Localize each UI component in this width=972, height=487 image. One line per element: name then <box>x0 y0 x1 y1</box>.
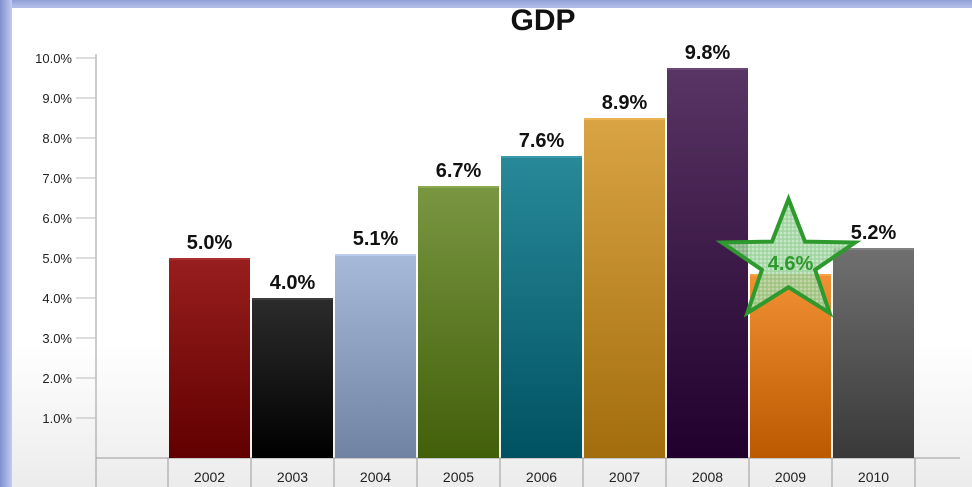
bar-2006 <box>501 156 582 458</box>
x-tick-label: 2010 <box>858 469 889 485</box>
y-tick-label: 7.0% <box>42 171 72 186</box>
bar-top-edge <box>169 258 250 260</box>
y-tick-label: 1.0% <box>42 411 72 426</box>
bar-2004 <box>335 254 416 458</box>
x-tick-label: 2003 <box>277 469 308 485</box>
y-tick-label: 4.0% <box>42 291 72 306</box>
data-labels: 5.0% 4.0% 5.1% 6.7% 7.6% 8.9% 9.8% 5.2% <box>187 42 897 294</box>
y-tick-label: 2.0% <box>42 371 72 386</box>
y-tick-label: 8.0% <box>42 131 72 146</box>
bar-top-edge <box>833 248 914 250</box>
x-tick-label: 2008 <box>692 469 723 485</box>
bar-2008 <box>667 68 748 458</box>
data-label-2004: 5.1% <box>353 228 399 250</box>
slide-left-border <box>0 0 12 487</box>
highlight: 4.6% <box>715 193 862 318</box>
bar-top-edge <box>418 186 499 188</box>
x-tick-label: 2002 <box>194 469 225 485</box>
x-tick-label: 2009 <box>775 469 806 485</box>
data-label-2003: 4.0% <box>270 272 316 294</box>
y-tick-label: 6.0% <box>42 211 72 226</box>
y-tick-label: 10.0% <box>35 51 72 66</box>
bar-2003 <box>252 298 333 458</box>
data-label-2002: 5.0% <box>187 232 233 254</box>
x-tick-label: 2005 <box>443 469 474 485</box>
bar-2002 <box>169 258 250 458</box>
bar-2005 <box>418 186 499 458</box>
bar-top-edge <box>501 156 582 158</box>
star-icon <box>715 193 862 318</box>
y-tick-label: 5.0% <box>42 251 72 266</box>
data-label-2010: 5.2% <box>851 222 897 244</box>
data-label-2009: 4.6% <box>768 253 814 275</box>
bar-top-edge <box>584 118 665 120</box>
bar-top-edge <box>335 254 416 256</box>
data-label-2006: 7.6% <box>519 130 565 152</box>
x-tick-label: 2006 <box>526 469 557 485</box>
axes: 10.0% 9.0% 8.0% 7.0% 6.0% 5.0% 4.0% 3.0% 2.0% 1.0… <box>35 51 960 487</box>
bar-2007 <box>584 118 665 458</box>
x-tick-label: 2004 <box>360 469 391 485</box>
data-label-2005: 6.7% <box>436 160 482 182</box>
bars <box>169 68 914 458</box>
data-label-2007: 8.9% <box>602 92 648 114</box>
chart-title: GDP <box>510 4 575 37</box>
y-tick-label: 9.0% <box>42 91 72 106</box>
y-tick-label: 3.0% <box>42 331 72 346</box>
bar-top-edge <box>667 68 748 70</box>
x-tick-label: 2007 <box>609 469 640 485</box>
bar-2010 <box>833 248 914 458</box>
data-label-2008: 9.8% <box>685 42 731 64</box>
bar-top-edge <box>252 298 333 300</box>
